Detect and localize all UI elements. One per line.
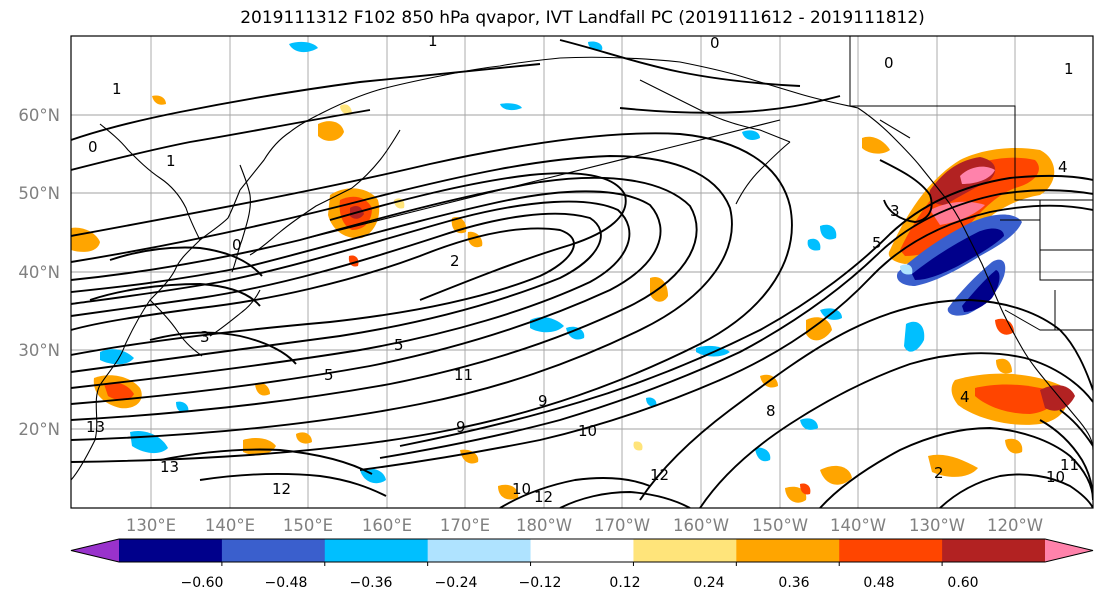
lon-tick-label: 150°W [752, 516, 808, 535]
contour-label: 9 [456, 418, 466, 436]
contour-label: 1 [428, 32, 438, 50]
contour-label: 9 [538, 392, 548, 410]
contour-label: 12 [650, 466, 669, 484]
colorbar-segment [221, 539, 326, 562]
lon-tick-label: 140°W [830, 516, 886, 535]
colorbar-segment [839, 539, 943, 562]
colorbar-tick-label: 0.12 [609, 575, 640, 591]
lat-tick-label: 40°N [18, 263, 60, 282]
contour-label: 3 [200, 328, 210, 346]
contour-label: 4 [1058, 158, 1068, 176]
contour-label: 5 [324, 366, 334, 384]
latitude-axis: 60°N 50°N 40°N 30°N 20°N [18, 106, 60, 439]
colorbar-segment [530, 539, 634, 562]
map-frame [70, 35, 1094, 509]
contour-label: 1 [166, 152, 176, 170]
contour-labels: 0 0 0 1 1 1 0 1 2 3 3 4 4 5 5 5 8 9 9 10… [86, 32, 1079, 506]
contour-label: 4 [960, 388, 970, 406]
colorbar-tick-labels: −0.60 −0.48 −0.36 −0.24 −0.12 0.12 0.24 … [181, 575, 979, 591]
gridlines [71, 36, 1093, 508]
colorbar-tick-label: −0.36 [350, 575, 393, 591]
colorbar-segment [324, 539, 429, 562]
colorbar-tick-label: −0.12 [519, 575, 562, 591]
colorbar-segment [942, 539, 1046, 562]
contour-label: 13 [160, 458, 179, 476]
contour-label: 10 [512, 480, 531, 498]
figure-title: 2019111312 F102 850 hPa qvapor, IVT Land… [240, 8, 925, 28]
political-boundaries [849, 36, 1093, 331]
lon-tick-label: 130°W [909, 516, 965, 535]
lon-tick-label: 150°E [283, 516, 333, 535]
contour-label: 0 [884, 54, 894, 72]
lat-tick-label: 30°N [18, 341, 60, 360]
ivt-contours [71, 39, 1093, 508]
coastlines [71, 56, 1093, 481]
colorbar-tick-label: −0.48 [265, 575, 308, 591]
contour-label: 0 [88, 138, 98, 156]
lon-tick-label: 120°W [987, 516, 1043, 535]
contour-label: 12 [272, 480, 291, 498]
colorbar-extend-low [71, 539, 119, 562]
contour-label: 1 [1064, 60, 1074, 78]
colorbar-tick-label: 0.36 [778, 575, 809, 591]
lon-tick-label: 160°E [362, 516, 412, 535]
lat-tick-label: 20°N [18, 420, 60, 439]
contour-label: 10 [578, 422, 597, 440]
contour-label: 2 [934, 464, 944, 482]
colorbar-segment [736, 539, 840, 562]
colorbar-segment [633, 539, 737, 562]
contour-label: 12 [534, 488, 553, 506]
lat-tick-label: 50°N [18, 184, 60, 203]
contour-label: 11 [1060, 456, 1079, 474]
contour-label: 11 [454, 366, 473, 384]
contour-label: 0 [710, 34, 720, 52]
longitude-axis: 130°E 140°E 150°E 160°E 170°E 180°W 170°… [126, 516, 1043, 535]
qvapor-negative-fill [100, 41, 1022, 484]
contour-label: 0 [232, 236, 242, 254]
lon-tick-label: 140°E [205, 516, 255, 535]
lon-tick-label: 170°E [440, 516, 490, 535]
colorbar-tick-label: 0.24 [693, 575, 724, 591]
lat-tick-label: 60°N [18, 106, 60, 125]
colorbar-tick-label: 0.60 [947, 575, 978, 591]
colorbar [70, 538, 1094, 566]
lon-tick-label: 130°E [126, 516, 176, 535]
colorbar-tick-label: −0.60 [181, 575, 224, 591]
colorbar-tick-label: −0.24 [435, 575, 478, 591]
lon-tick-label: 160°W [673, 516, 729, 535]
contour-label: 8 [766, 402, 776, 420]
colorbar-segment [119, 539, 223, 562]
contour-label: 5 [394, 336, 404, 354]
lon-tick-label: 170°W [594, 516, 650, 535]
lon-tick-label: 180°W [516, 516, 572, 535]
contour-label: 10 [1046, 468, 1065, 486]
colorbar-extend-high [1045, 539, 1093, 562]
contour-label: 13 [86, 418, 105, 436]
contour-label: 2 [450, 252, 460, 270]
colorbar-segment [427, 539, 532, 562]
contour-label: 3 [890, 202, 900, 220]
colorbar-outline [70, 538, 1094, 563]
contour-label: 5 [872, 234, 882, 252]
colorbar-tick-label: 0.48 [863, 575, 894, 591]
map-plot-area: 0 0 0 1 1 1 0 1 2 3 3 4 4 5 5 5 8 9 9 10… [71, 32, 1093, 508]
contour-label: 1 [112, 80, 122, 98]
